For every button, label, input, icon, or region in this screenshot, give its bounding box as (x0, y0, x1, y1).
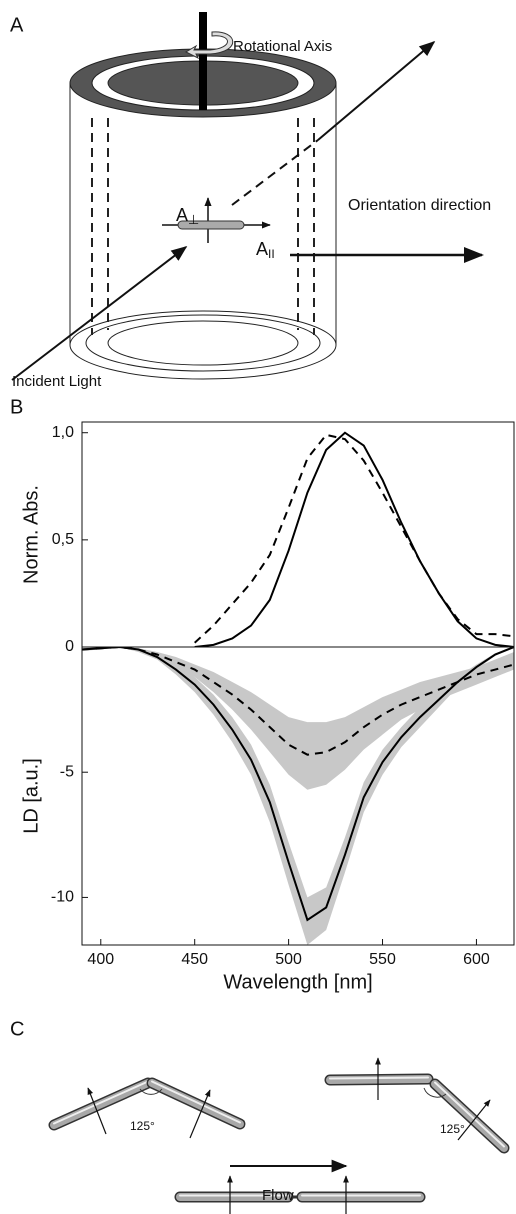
cylinder-bottom (69, 310, 337, 380)
rotation-shaft (199, 12, 207, 110)
plot-frame (81, 646, 515, 946)
x-axis-label: Wavelength [nm] (223, 971, 372, 993)
y-tick-label: -10 (51, 889, 74, 906)
dipole-arrow (189, 1089, 211, 1139)
panel-label: C (10, 1018, 24, 1040)
panel-label: A (10, 14, 24, 36)
rod-highlight (434, 1081, 505, 1148)
charts: 0 0,5 1,0 Norm. Abs. -10 -5 400 450 500 550 600 LD … (20, 421, 515, 993)
rod-body (148, 1079, 244, 1128)
flow-label: Flow (262, 1187, 294, 1204)
data-line (194, 431, 514, 647)
rotation-arrow (184, 31, 234, 60)
panel-label: B (10, 396, 23, 418)
incident-beam (11, 246, 188, 381)
plot-frame (81, 421, 515, 648)
y-axis-label: Norm. Abs. (20, 485, 42, 584)
rod-body (50, 1079, 152, 1129)
rod-highlight (151, 1080, 241, 1124)
x-tick-label: 550 (369, 951, 396, 968)
a-par-sub: II (268, 247, 275, 261)
rod-body (431, 1080, 508, 1152)
y-axis-label: LD [a.u.] (20, 758, 42, 834)
dipole-arrow (457, 1099, 491, 1141)
angle-arc (139, 1088, 163, 1095)
a-perp-sub: ⊥ (188, 212, 199, 227)
error-band (82, 647, 514, 945)
y-tick-label: 1,0 (52, 424, 74, 441)
inner-walls (91, 118, 315, 335)
dipole-arrow (87, 1087, 107, 1135)
y-tick-label: 0,5 (52, 531, 74, 548)
rod-highlight (53, 1080, 149, 1125)
y-tick-label: -5 (60, 763, 74, 780)
data-line (194, 433, 514, 644)
incident-label: Incident Light (12, 373, 102, 390)
a-perp-base: A (176, 205, 188, 225)
y-tick-label: 0 (65, 638, 74, 655)
rod-highlight (329, 1076, 429, 1080)
a-perp-label: A⊥ (176, 205, 199, 228)
nanorod (177, 220, 245, 230)
transmitted-beam (317, 40, 436, 141)
rod-body (326, 1075, 432, 1084)
rotational-axis-label: Rotational Axis (233, 38, 332, 55)
beam-inside (231, 139, 319, 206)
angle-label: 125° (130, 1119, 155, 1133)
plot-area (194, 431, 514, 647)
plot-area (82, 647, 514, 945)
angle-label: 125° (440, 1122, 465, 1136)
error-band (82, 647, 514, 790)
orientation-label: Orientation direction (348, 197, 491, 214)
data-line (82, 647, 514, 922)
x-tick-label: 450 (181, 951, 208, 968)
x-tick-label: 500 (275, 951, 302, 968)
x-tick-label: 400 (87, 951, 114, 968)
a-par-label: AII (256, 239, 275, 261)
a-par-base: A (256, 239, 268, 259)
data-line (82, 647, 514, 756)
cylinder-bottom-ring (85, 314, 321, 372)
cylinder-bottom-inner (107, 320, 299, 366)
x-tick-label: 600 (463, 951, 490, 968)
angle-arc (423, 1087, 447, 1098)
rod-diagrams (48, 1057, 510, 1214)
